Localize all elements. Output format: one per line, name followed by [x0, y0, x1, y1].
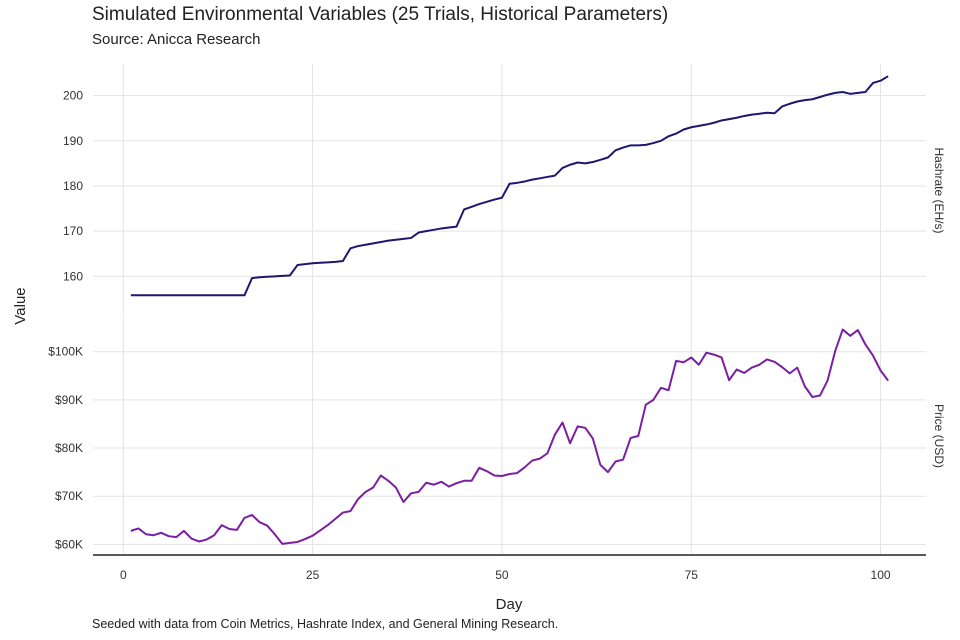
y-tick-label: 160 [63, 269, 83, 283]
x-axis-title: Day [496, 596, 523, 613]
hashrate-line [130, 75, 889, 297]
hashrate-panel: 160 170 180 190 200 Hashrate (EH/s) [63, 64, 946, 317]
y-tick-label: $90K [55, 393, 83, 407]
x-tick-label: 75 [685, 568, 699, 582]
y-tick-label: $80K [55, 441, 83, 455]
y-tick-label: 200 [63, 89, 83, 103]
chart-subtitle: Source: Anicca Research [92, 31, 261, 48]
y-tick-label: 170 [63, 224, 83, 238]
x-tick-label: 25 [306, 568, 320, 582]
y-tick-label: $60K [55, 537, 83, 551]
price-panel: $60K $70K $80K $90K $100K Price (USD) [48, 318, 946, 554]
x-tick-label: 50 [495, 568, 509, 582]
y-axis-title: Value [12, 287, 29, 324]
y-tick-label: $100K [48, 345, 83, 359]
x-tick-label: 0 [120, 568, 127, 582]
panel-strip-label: Price (USD) [932, 404, 946, 468]
price-line [130, 328, 889, 545]
y-tick-label: 190 [63, 134, 83, 148]
x-axis-ticks: 0 25 50 75 100 [120, 568, 891, 582]
x-tick-label: 100 [871, 568, 891, 582]
chart-caption: Seeded with data from Coin Metrics, Hash… [92, 617, 559, 631]
panel-strip-label: Hashrate (EH/s) [932, 147, 946, 233]
y-tick-label: 180 [63, 179, 83, 193]
chart-title: Simulated Environmental Variables (25 Tr… [92, 4, 669, 25]
y-tick-label: $70K [55, 489, 83, 503]
